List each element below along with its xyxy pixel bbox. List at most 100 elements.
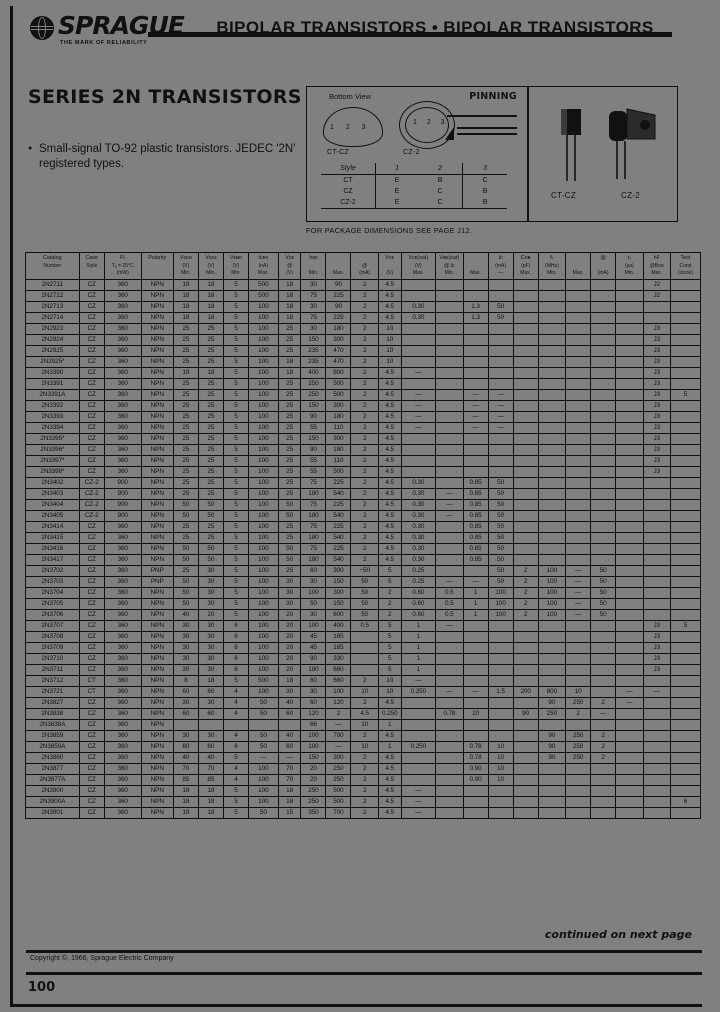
globe-icon [30, 16, 54, 40]
spec-cell: 250 [565, 729, 592, 742]
spec-cell [435, 278, 464, 291]
catalog-number-cell: 2N3721 [25, 685, 80, 698]
spec-cell: 25 [172, 564, 199, 577]
spec-cell [512, 630, 539, 643]
spec-cell [512, 311, 539, 324]
spec-cell: 2 [350, 300, 379, 313]
spec-cell: 100 [487, 608, 514, 621]
brand-tagline: THE MARK OF RELIABILITY [60, 40, 148, 46]
pinning-row: CZ E C B [321, 186, 507, 197]
spec-cell [400, 696, 437, 709]
spec-cell: 2 [350, 531, 379, 544]
spec-cell: 66 [300, 718, 327, 731]
spec-cell: 2 [350, 520, 379, 533]
spec-cell: NPN [140, 619, 174, 632]
spec-cell: 0.30 [400, 553, 437, 566]
spec-cell: 50 [487, 564, 514, 577]
spec-cell: — [462, 388, 489, 401]
spec-cell [590, 399, 617, 412]
spec-cell [512, 344, 539, 357]
spec-cell: J3 [642, 465, 671, 478]
spec-cell [435, 641, 464, 654]
catalog-number-cell: 2N3710 [25, 652, 80, 665]
spec-cell: 2 [350, 773, 379, 786]
spec-cell: 50 [487, 311, 514, 324]
spec-cell [642, 674, 671, 687]
spec-cell: J3 [642, 322, 671, 335]
spec-cell: 300 [325, 586, 352, 599]
spec-cell: NPN [140, 399, 174, 412]
table-row: 2N2925 CZ 360 NPN 25 25 5 100 25 235 470 2 10 J3 [25, 344, 702, 357]
spec-cell [565, 432, 592, 445]
spec-cell: 4.5 [377, 377, 402, 390]
spec-cell [590, 388, 617, 401]
pin-dots-cz: 1 2 3 [413, 119, 449, 126]
spec-cell: 6 [222, 619, 249, 632]
spec-cell [642, 597, 671, 610]
spec-cell [565, 300, 592, 313]
spec-cell [565, 377, 592, 390]
spec-cell [537, 630, 567, 643]
spec-cell [512, 377, 539, 390]
spec-cell: — [565, 564, 592, 577]
spec-cell: 100 [247, 322, 279, 335]
feature-bullet: Small-signal TO-92 plastic transistors. … [28, 141, 296, 172]
spec-cell: NPN [140, 784, 174, 797]
spec-cell: CZ [78, 663, 105, 676]
spec-cell [615, 498, 644, 511]
spec-cell [435, 729, 464, 742]
spec-cell: 1.3 [462, 300, 489, 313]
spec-cell: 100 [247, 399, 279, 412]
spec-cell [669, 751, 702, 764]
spec-cell: 18 [277, 278, 302, 291]
spec-cell: CZ [78, 729, 105, 742]
spec-cell [512, 520, 539, 533]
catalog-number-cell: 2N3402 [25, 476, 80, 489]
spec-cell [615, 784, 644, 797]
spec-cell: 180 [300, 487, 327, 500]
spec-cell [590, 795, 617, 808]
spec-cell: — [400, 410, 437, 423]
spec-cell [350, 652, 379, 665]
spec-cell: 90 [537, 740, 567, 753]
spec-cell [435, 784, 464, 797]
spec-cell: 18 [197, 311, 224, 324]
col-header-6: Vᴇᴃᴏ (V) Min. [222, 252, 249, 280]
spec-cell [462, 432, 489, 445]
spec-cell [537, 355, 567, 368]
copyright-text: Copyright ©, 1966, Sprague Electric Comp… [30, 955, 174, 962]
spec-cell: 25 [197, 443, 224, 456]
spec-cell: 4 [222, 685, 249, 698]
table-row: 2N3705 CZ 360 NPN 50 30 5 100 30 50 150 50 2 0.60 0.5 1… [25, 597, 702, 610]
spec-cell [565, 806, 592, 819]
catalog-number-cell: 2N3391A [25, 388, 80, 401]
spec-cell: J3 [642, 333, 671, 346]
page-number: 100 [28, 980, 56, 995]
spec-cell: 165 [325, 630, 352, 643]
spec-cell: 100 [247, 663, 279, 676]
spec-cell: 4.5 [377, 806, 402, 819]
spec-cell: 20 [277, 619, 302, 632]
spec-cell: 85 [197, 773, 224, 786]
spec-cell: NPN [140, 333, 174, 346]
spec-cell: 0.85 [462, 520, 489, 533]
spec-cell: 360 [103, 751, 142, 764]
spec-cell: 25 [172, 487, 199, 500]
spec-cell: 18 [172, 311, 199, 324]
spec-cell: 100 [247, 421, 279, 434]
spec-cell: — [400, 421, 437, 434]
spec-cell: 150 [300, 751, 327, 764]
spec-cell: 5 [222, 388, 249, 401]
spec-cell: 5 [222, 476, 249, 489]
table-row: 2N3403 CZ-2 900 NPN 25 25 5 100 25 180 540 2 4.5 0.30… [25, 487, 702, 500]
spec-cell [590, 509, 617, 522]
spec-cell: 1 [462, 586, 489, 599]
spec-cell [462, 289, 489, 302]
spec-cell: 4.5 [377, 696, 402, 709]
spec-cell: 5 [222, 366, 249, 379]
spec-cell [669, 278, 702, 291]
spec-cell [400, 432, 437, 445]
spec-cell: 0.60 [400, 586, 437, 599]
spec-cell: 25 [277, 520, 302, 533]
spec-cell: — [400, 806, 437, 819]
